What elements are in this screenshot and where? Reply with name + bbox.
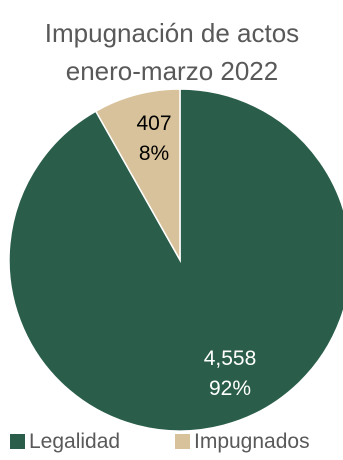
pie-slice-legalidad bbox=[8, 88, 343, 432]
legend-label-legalidad: Legalidad bbox=[29, 430, 120, 453]
pie-slice-impugnados bbox=[94, 88, 181, 263]
pie-labels: 4,558 92% 407 8% bbox=[136, 112, 256, 400]
chart-title-line-2: enero-marzo 2022 bbox=[66, 56, 278, 86]
slice-value-label-impugnados: 407 bbox=[136, 112, 171, 135]
slice-percent-label-legalidad: 92% bbox=[209, 377, 251, 400]
slice-percent-label-impugnados: 8% bbox=[139, 142, 169, 165]
legend-swatch-impugnados bbox=[175, 434, 190, 449]
legend-label-impugnados: Impugnados bbox=[194, 430, 310, 453]
slice-value-label-legalidad: 4,558 bbox=[204, 347, 257, 370]
chart-legend: Legalidad Impugnados bbox=[10, 430, 310, 453]
chart-title-line-1: Impugnación de actos bbox=[45, 18, 299, 48]
pie-slices bbox=[8, 88, 343, 432]
legend-swatch-legalidad bbox=[10, 434, 25, 449]
